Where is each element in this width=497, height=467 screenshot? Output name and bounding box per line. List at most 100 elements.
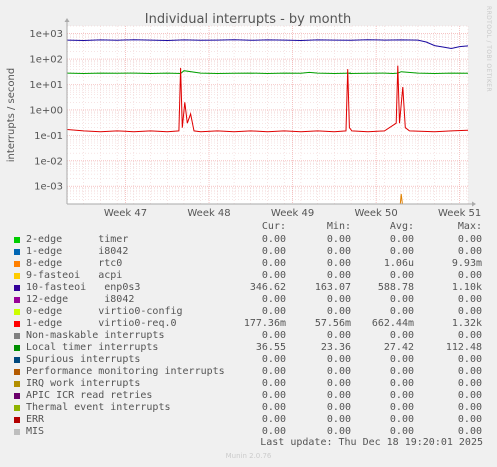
legend-label: APIC ICR read retries xyxy=(26,390,153,401)
legend-swatch xyxy=(14,405,20,411)
legend-avg: 0.00 xyxy=(389,246,414,257)
legend-row: APIC ICR read retries 0.00 0.00 0.00 0.00 xyxy=(0,390,497,402)
legend-cur: 0.00 xyxy=(261,246,286,257)
legend-cur: 0.00 xyxy=(261,330,286,341)
legend-row: 1-edge virtio0-req.0 177.36m 57.56m 662.44m… xyxy=(0,318,497,330)
legend-min: 0.00 xyxy=(326,234,351,245)
legend-cur: 0.00 xyxy=(261,270,286,281)
legend-label: IRQ work interrupts xyxy=(26,378,141,389)
legend-swatch xyxy=(14,369,20,375)
legend-swatch xyxy=(14,273,20,279)
legend-swatch xyxy=(14,297,20,303)
legend-min: 0.00 xyxy=(326,306,351,317)
legend-label: 8-edge rtc0 xyxy=(26,258,123,269)
series-line xyxy=(66,39,469,50)
last-update: Last update: Thu Dec 18 19:20:01 2025 xyxy=(260,437,483,448)
legend-cur: 0.00 xyxy=(261,294,286,305)
legend-swatch xyxy=(14,429,20,435)
legend-avg: 1.06u xyxy=(383,258,414,269)
legend-label: Thermal event interrupts xyxy=(26,402,171,413)
legend-min: 0.00 xyxy=(326,378,351,389)
legend-cur: 36.55 xyxy=(255,342,286,353)
legend-avg: 0.00 xyxy=(389,330,414,341)
legend-max: 0.00 xyxy=(457,330,482,341)
legend-swatch xyxy=(14,261,20,267)
legend-avg: 0.00 xyxy=(389,366,414,377)
legend-cur: 0.00 xyxy=(261,234,286,245)
legend-max: 0.00 xyxy=(457,354,482,365)
legend-swatch xyxy=(14,237,20,243)
y-axis-label: interrupts / second xyxy=(6,68,17,162)
legend-max: 9.93m xyxy=(451,258,482,269)
legend-max: 0.00 xyxy=(457,414,482,425)
legend-avg: 0.00 xyxy=(389,270,414,281)
legend-max: 0.00 xyxy=(457,402,482,413)
x-tick-label: Week 48 xyxy=(187,208,230,219)
legend-row: IRQ work interrupts 0.00 0.00 0.00 0.00 xyxy=(0,378,497,390)
legend-max: 112.48 xyxy=(445,342,482,353)
legend-header-min: Min: xyxy=(326,221,351,232)
legend-min: 0.00 xyxy=(326,414,351,425)
legend-header-avg: Avg: xyxy=(389,221,414,232)
series-line xyxy=(66,65,469,133)
legend-min: 0.00 xyxy=(326,402,351,413)
legend-cur: 346.62 xyxy=(249,282,286,293)
legend-row: 9-fasteoi acpi 0.00 0.00 0.00 0.00 xyxy=(0,270,497,282)
x-tick-label: Week 51 xyxy=(438,208,481,219)
legend-label: 9-fasteoi acpi xyxy=(26,270,123,281)
legend-row: Local timer interrupts 36.55 23.36 27.42 112… xyxy=(0,342,497,354)
legend-cur: 0.00 xyxy=(261,402,286,413)
legend-avg: 0.00 xyxy=(389,390,414,401)
munin-version: Munin 2.0.76 xyxy=(225,452,272,460)
legend-label: 1-edge i8042 xyxy=(26,246,129,257)
legend-avg: 0.00 xyxy=(389,378,414,389)
legend-row: 2-edge timer 0.00 0.00 0.00 0.00 xyxy=(0,234,497,246)
legend-avg: 0.00 xyxy=(389,294,414,305)
legend-swatch xyxy=(14,381,20,387)
y-tick-label: 1e-02 xyxy=(34,156,63,167)
legend-avg: 0.00 xyxy=(389,414,414,425)
legend-cur: 0.00 xyxy=(261,414,286,425)
legend-min: 57.56m xyxy=(314,318,351,329)
legend-label: ERR xyxy=(26,414,45,425)
y-tick-label: 1e-01 xyxy=(34,131,63,142)
y-tick-label: 1e+02 xyxy=(29,55,63,66)
legend-label: Local timer interrupts xyxy=(26,342,159,353)
legend-max: 0.00 xyxy=(457,378,482,389)
legend-min: 163.07 xyxy=(314,282,351,293)
legend-avg: 588.78 xyxy=(377,282,414,293)
legend-max: 0.00 xyxy=(457,306,482,317)
legend-row: 1-edge i8042 0.00 0.00 0.00 0.00 xyxy=(0,246,497,258)
legend-max: 0.00 xyxy=(457,246,482,257)
y-tick-label: 1e+01 xyxy=(29,80,63,91)
legend-min: 0.00 xyxy=(326,330,351,341)
legend-max: 0.00 xyxy=(457,366,482,377)
legend-max: 0.00 xyxy=(457,426,482,437)
legend-swatch xyxy=(14,357,20,363)
legend-min: 0.00 xyxy=(326,366,351,377)
series-layer xyxy=(66,39,469,205)
y-axis-arrow xyxy=(64,18,70,22)
legend-avg: 0.00 xyxy=(389,402,414,413)
series-line xyxy=(399,193,403,205)
legend-row: 0-edge virtio0-config 0.00 0.00 0.00 0.00 xyxy=(0,306,497,318)
legend-min: 0.00 xyxy=(326,246,351,257)
legend-avg: 0.00 xyxy=(389,306,414,317)
legend-row: Spurious interrupts 0.00 0.00 0.00 0.00 xyxy=(0,354,497,366)
legend-row: ERR 0.00 0.00 0.00 0.00 xyxy=(0,414,497,426)
x-tick-label: Week 47 xyxy=(104,208,147,219)
legend-swatch xyxy=(14,285,20,291)
legend-label: MIS xyxy=(26,426,45,437)
legend-min: 0.00 xyxy=(326,258,351,269)
legend-row: 12-edge i8042 0.00 0.00 0.00 0.00 xyxy=(0,294,497,306)
y-tick-label: 1e-03 xyxy=(34,182,63,193)
interrupts-chart: Individual interrupts - by month interru… xyxy=(6,6,492,219)
x-tick-label: Week 49 xyxy=(271,208,314,219)
legend-min: 0.00 xyxy=(326,354,351,365)
legend-max: 0.00 xyxy=(457,270,482,281)
legend-max: 0.00 xyxy=(457,234,482,245)
x-axis-arrow xyxy=(472,201,476,207)
legend-row: Thermal event interrupts 0.00 0.00 0.00 0.00 xyxy=(0,402,497,414)
plot-area xyxy=(67,26,468,204)
legend-swatch xyxy=(14,249,20,255)
